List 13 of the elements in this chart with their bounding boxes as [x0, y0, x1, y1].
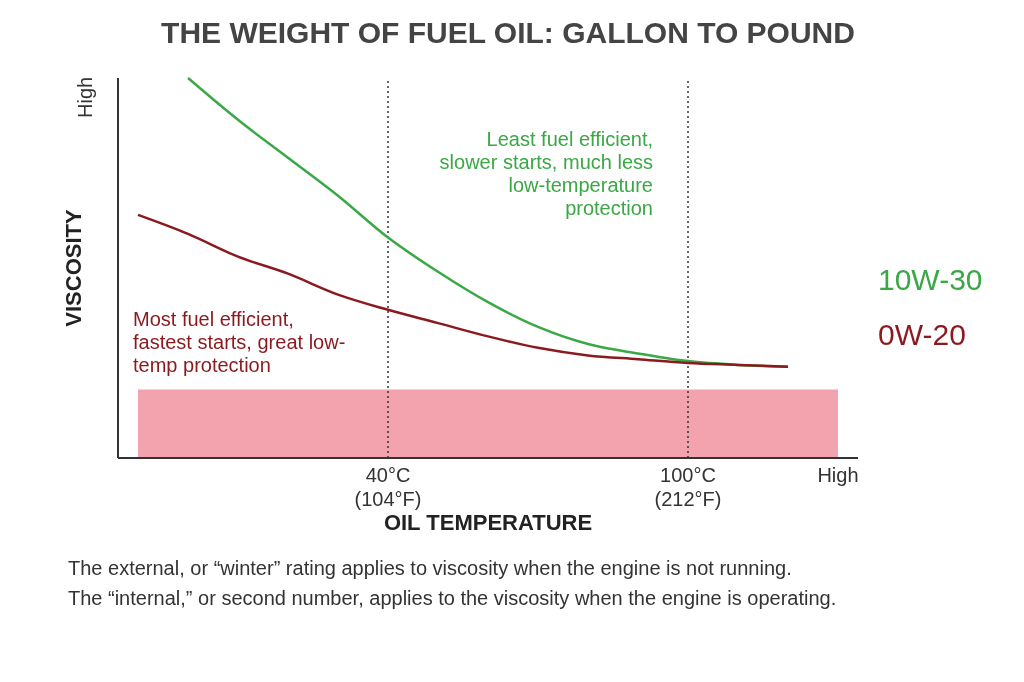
x-tick-label: High [817, 464, 859, 486]
annotation: Least fuel efficient, slower starts, much less low-temperature protection [438, 128, 653, 220]
chart-title: THE WEIGHT OF FUEL OIL: GALLON TO POUND [160, 15, 856, 51]
x-tick-label: 100°C (212°F) [654, 464, 722, 510]
annotation: Most fuel efficient, fastest starts, great low-temp protection [133, 308, 347, 377]
text: High [74, 76, 97, 118]
x-tick-label: 40°C (104°F) [354, 464, 422, 510]
text: 10W-30 [878, 263, 983, 297]
text: 0W-20 [878, 318, 966, 352]
text: The external, or “winter” rating applies to viscosity when the engine is not running. [68, 556, 793, 581]
text: The “internal,” or second number, applies to the viscosity when the engine is operating. [68, 586, 837, 611]
y-axis-title: VISCOSITY [60, 209, 86, 327]
x-axis-title: OIL TEMPERATURE [383, 510, 593, 535]
